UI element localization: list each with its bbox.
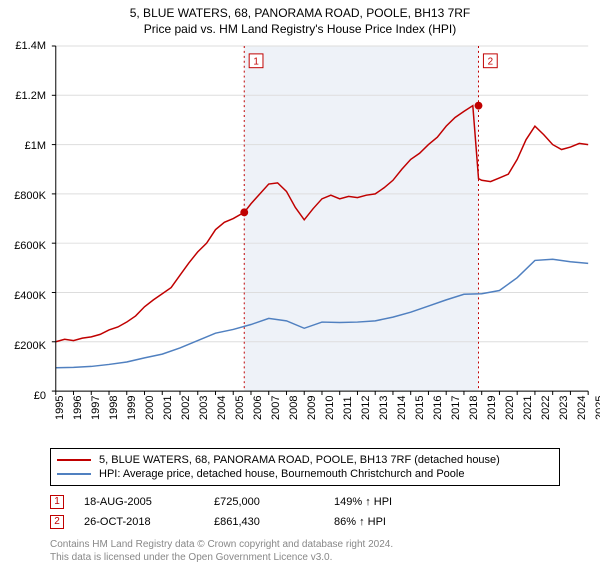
x-tick-label: 2002 bbox=[180, 396, 192, 420]
legend-box: 5, BLUE WATERS, 68, PANORAMA ROAD, POOLE… bbox=[50, 448, 560, 486]
sale-price: £861,430 bbox=[214, 516, 334, 528]
sale-marker-2: 2 bbox=[50, 515, 64, 529]
sale-price: £725,000 bbox=[214, 496, 334, 508]
x-tick-label: 2005 bbox=[234, 396, 246, 420]
svg-text:2: 2 bbox=[488, 57, 493, 68]
x-tick-label: 2023 bbox=[558, 396, 570, 420]
x-tick-label: 2018 bbox=[468, 396, 480, 420]
x-tick-label: 2022 bbox=[540, 396, 552, 420]
x-tick-label: 2025 bbox=[594, 396, 600, 420]
x-tick-label: 1997 bbox=[90, 396, 102, 420]
x-tick-label: 1998 bbox=[108, 396, 120, 420]
footnote: Contains HM Land Registry data © Crown c… bbox=[50, 538, 590, 564]
sale-date: 26-OCT-2018 bbox=[84, 516, 214, 528]
x-tick-label: 2013 bbox=[378, 396, 390, 420]
legend-label-hpi: HPI: Average price, detached house, Bour… bbox=[99, 468, 464, 480]
legend-swatch-property bbox=[57, 459, 91, 461]
title-subtitle: Price paid vs. HM Land Registry's House … bbox=[0, 22, 600, 36]
y-axis-labels: £0£200K£400K£600K£800K£1M£1.2M£1.4M bbox=[2, 46, 46, 396]
x-axis-labels: 1995 1996 1997 1998 1999 2000 2001 2002 2003 2004… bbox=[50, 398, 590, 448]
x-tick-label: 2007 bbox=[270, 396, 282, 420]
x-tick-label: 2012 bbox=[360, 396, 372, 420]
sale-row: 1 18-AUG-2005 £725,000 149% ↑ HPI bbox=[50, 492, 560, 512]
legend-label-property: 5, BLUE WATERS, 68, PANORAMA ROAD, POOLE… bbox=[99, 454, 500, 466]
x-tick-label: 2016 bbox=[432, 396, 444, 420]
x-tick-label: 2017 bbox=[450, 396, 462, 420]
y-tick-label: £1.2M bbox=[2, 90, 46, 102]
chart-area: 12 £0£200K£400K£600K£800K£1M£1.2M£1.4M 1… bbox=[50, 46, 590, 396]
legend-row: HPI: Average price, detached house, Bour… bbox=[57, 467, 553, 481]
sale-row: 2 26-OCT-2018 £861,430 86% ↑ HPI bbox=[50, 512, 560, 532]
y-tick-label: £0 bbox=[2, 390, 46, 402]
legend-row: 5, BLUE WATERS, 68, PANORAMA ROAD, POOLE… bbox=[57, 453, 553, 467]
x-tick-label: 2024 bbox=[576, 396, 588, 420]
x-tick-label: 2001 bbox=[162, 396, 174, 420]
title-area: 5, BLUE WATERS, 68, PANORAMA ROAD, POOLE… bbox=[0, 0, 600, 38]
x-tick-label: 2021 bbox=[522, 396, 534, 420]
y-tick-label: £400K bbox=[2, 290, 46, 302]
x-tick-label: 1995 bbox=[54, 396, 66, 420]
y-tick-label: £600K bbox=[2, 240, 46, 252]
sale-date: 18-AUG-2005 bbox=[84, 496, 214, 508]
y-tick-label: £800K bbox=[2, 190, 46, 202]
y-tick-label: £1M bbox=[2, 140, 46, 152]
x-tick-label: 2011 bbox=[342, 396, 354, 420]
x-tick-label: 2010 bbox=[324, 396, 336, 420]
x-tick-label: 2004 bbox=[216, 396, 228, 420]
x-tick-label: 2014 bbox=[396, 396, 408, 420]
x-tick-label: 2015 bbox=[414, 396, 426, 420]
x-tick-label: 2006 bbox=[252, 396, 264, 420]
x-tick-label: 2019 bbox=[486, 396, 498, 420]
x-tick-label: 2000 bbox=[144, 396, 156, 420]
x-tick-label: 2020 bbox=[504, 396, 516, 420]
footnote-line1: Contains HM Land Registry data © Crown c… bbox=[50, 538, 590, 551]
legend-swatch-hpi bbox=[57, 473, 91, 475]
title-address: 5, BLUE WATERS, 68, PANORAMA ROAD, POOLE… bbox=[0, 6, 600, 20]
x-tick-label: 2009 bbox=[306, 396, 318, 420]
x-tick-label: 2003 bbox=[198, 396, 210, 420]
chart-svg: 12 bbox=[50, 46, 590, 396]
sale-hpi-pct: 149% ↑ HPI bbox=[334, 496, 434, 508]
sale-hpi-pct: 86% ↑ HPI bbox=[334, 516, 434, 528]
footnote-line2: This data is licensed under the Open Gov… bbox=[50, 551, 590, 564]
x-tick-label: 1996 bbox=[72, 396, 84, 420]
chart-container: 5, BLUE WATERS, 68, PANORAMA ROAD, POOLE… bbox=[0, 0, 600, 560]
sale-marker-1: 1 bbox=[50, 495, 64, 509]
svg-text:1: 1 bbox=[253, 57, 258, 68]
x-tick-label: 1999 bbox=[126, 396, 138, 420]
y-tick-label: £1.4M bbox=[2, 40, 46, 52]
y-tick-label: £200K bbox=[2, 340, 46, 352]
sales-area: 1 18-AUG-2005 £725,000 149% ↑ HPI 2 26-O… bbox=[50, 492, 560, 532]
x-tick-label: 2008 bbox=[288, 396, 300, 420]
